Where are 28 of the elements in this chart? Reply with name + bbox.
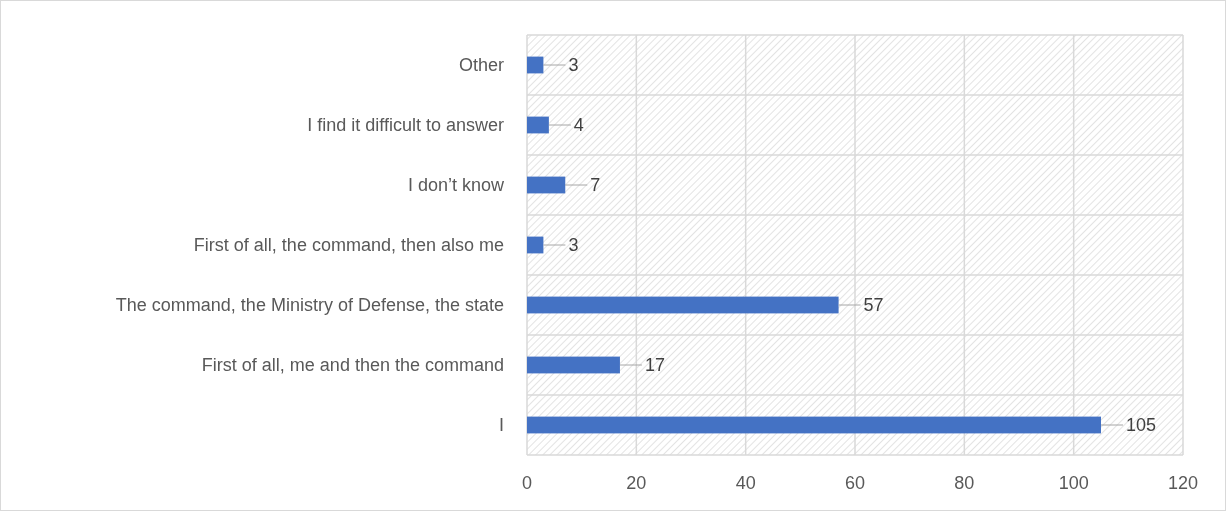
bar <box>527 356 620 374</box>
data-label: 17 <box>644 355 665 375</box>
data-label: 57 <box>863 295 884 315</box>
y-tick-label: The command, the Ministry of Defense, the state <box>115 295 504 315</box>
x-tick-label: 40 <box>735 473 756 493</box>
y-tick-label: First of all, me and then the command <box>201 355 504 375</box>
y-tick-label: Other <box>458 55 504 75</box>
x-tick-label: 0 <box>521 473 533 493</box>
y-tick-label: I <box>498 415 504 435</box>
bar <box>527 236 544 254</box>
data-label: 7 <box>590 175 601 195</box>
bar <box>527 176 566 194</box>
bar <box>527 116 549 134</box>
y-tick-label: I find it difficult to answer <box>307 115 504 135</box>
x-tick-label: 120 <box>1167 473 1199 493</box>
y-tick-label: I don’t know <box>407 175 505 195</box>
x-tick-label: 20 <box>626 473 647 493</box>
data-label: 3 <box>568 55 579 75</box>
x-tick-label: 60 <box>844 473 866 493</box>
bar <box>527 416 1101 434</box>
x-tick-label: 100 <box>1058 473 1089 493</box>
bar <box>527 296 839 314</box>
y-tick-label: First of all, the command, then also me <box>193 235 504 255</box>
x-tick-label: 80 <box>954 473 975 493</box>
bar <box>527 56 544 74</box>
data-label: 105 <box>1126 415 1157 435</box>
data-label: 3 <box>568 235 579 255</box>
data-label: 4 <box>573 115 584 135</box>
